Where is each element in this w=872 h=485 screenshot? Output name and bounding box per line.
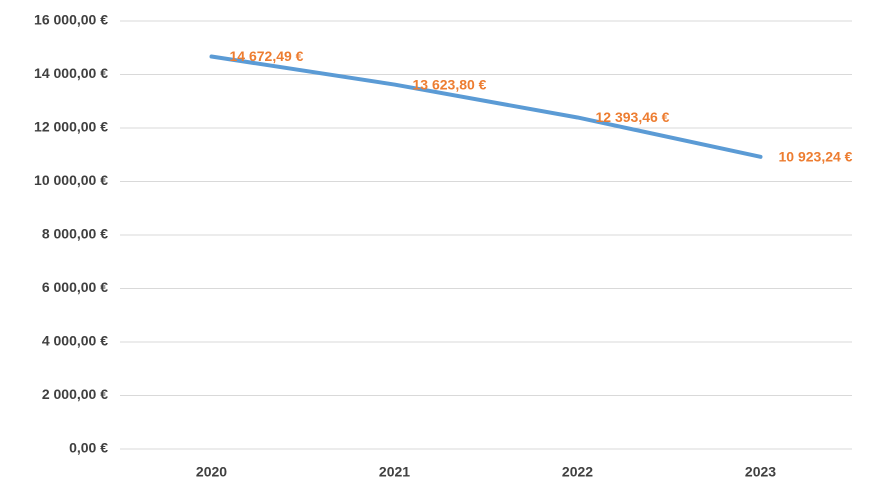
y-tick-label: 12 000,00 € — [34, 119, 108, 135]
y-tick-label: 14 000,00 € — [34, 65, 108, 81]
x-tick-label: 2020 — [196, 464, 227, 480]
y-tick-label: 8 000,00 € — [42, 226, 108, 242]
series-line — [209, 54, 763, 159]
data-label: 13 623,80 € — [413, 76, 487, 92]
data-label: 10 923,24 € — [779, 149, 853, 165]
data-label: 14 672,49 € — [230, 48, 304, 64]
data-label: 12 393,46 € — [596, 109, 670, 125]
y-tick-label: 6 000,00 € — [42, 279, 108, 295]
y-tick-label: 0,00 € — [69, 440, 108, 456]
y-tick-label: 2 000,00 € — [42, 386, 108, 402]
y-tick-label: 16 000,00 € — [34, 12, 108, 28]
x-tick-label: 2022 — [562, 464, 593, 480]
y-tick-label: 10 000,00 € — [34, 172, 108, 188]
y-tick-label: 4 000,00 € — [42, 333, 108, 349]
x-tick-label: 2023 — [745, 464, 776, 480]
x-tick-label: 2021 — [379, 464, 410, 480]
